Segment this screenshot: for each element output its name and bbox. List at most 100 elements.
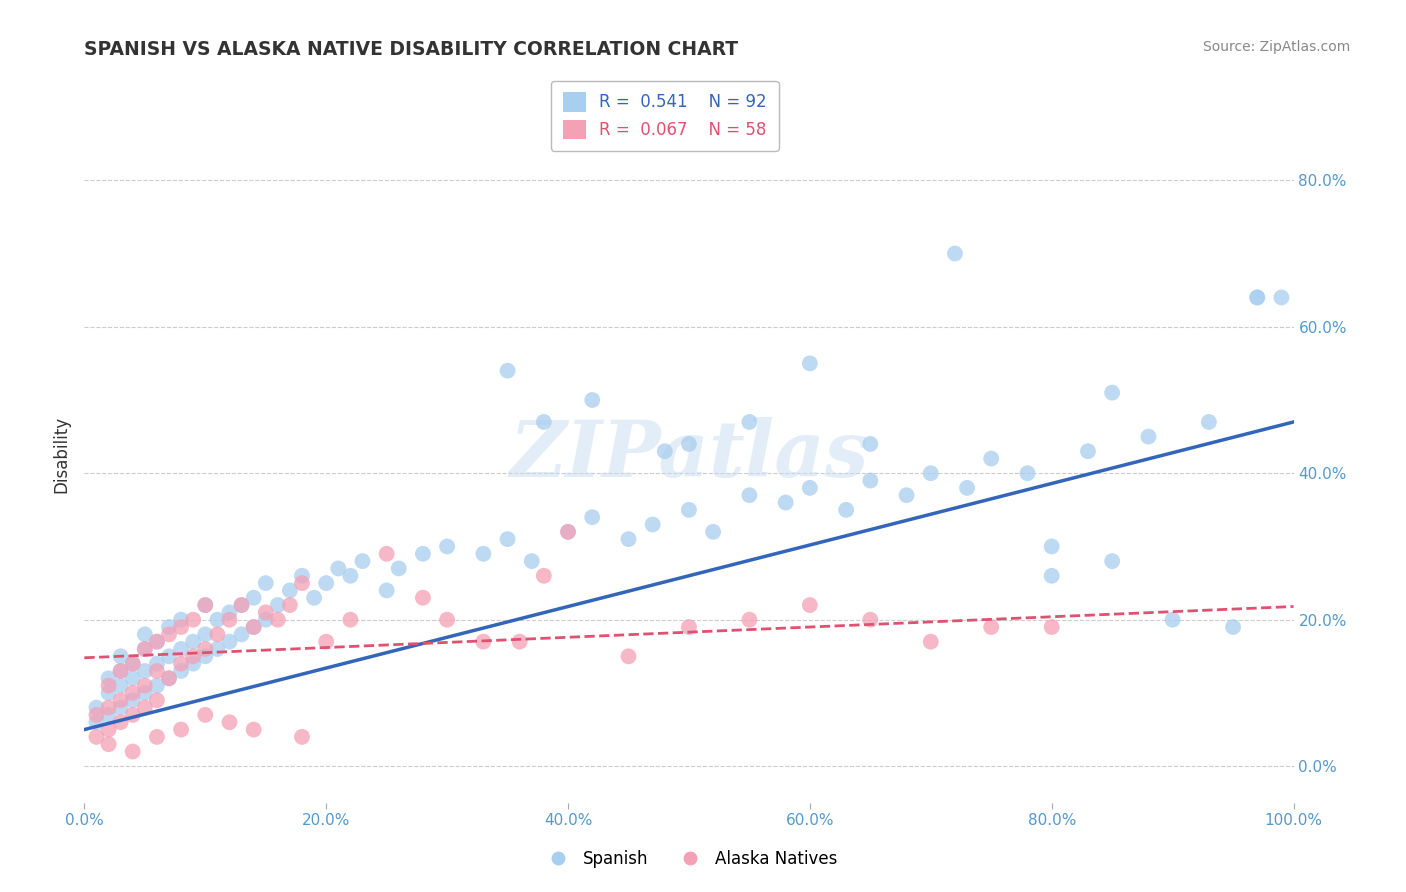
Point [557,524,579,539]
Point [157,627,180,641]
Point [581,392,603,407]
Point [291,568,314,582]
Point [110,664,132,678]
Point [218,634,240,648]
Point [1246,290,1268,304]
Point [859,474,882,488]
Point [533,568,555,582]
Point [1161,613,1184,627]
Point [146,679,169,693]
Point [267,598,290,612]
Point [617,532,640,546]
Point [678,437,700,451]
Legend: Spanish, Alaska Natives: Spanish, Alaska Natives [534,843,844,874]
Point [97,679,120,693]
Point [980,451,1002,466]
Point [352,554,374,568]
Point [581,510,603,524]
Point [194,642,217,657]
Point [86,715,108,730]
Point [181,634,204,648]
Point [315,634,337,648]
Text: ZIPatlas: ZIPatlas [509,417,869,493]
Point [146,693,169,707]
Point [254,576,277,591]
Point [1270,290,1292,304]
Point [375,583,398,598]
Point [207,642,229,657]
Point [956,481,979,495]
Point [1101,554,1123,568]
Point [436,613,458,627]
Point [412,547,434,561]
Point [121,686,143,700]
Point [157,671,180,685]
Point [242,591,264,605]
Point [557,524,579,539]
Point [896,488,918,502]
Point [86,730,108,744]
Point [920,634,942,648]
Point [110,693,132,707]
Point [412,591,434,605]
Point [157,671,180,685]
Point [339,613,361,627]
Point [980,620,1002,634]
Point [472,547,495,561]
Point [920,467,942,481]
Point [170,664,193,678]
Point [194,707,217,722]
Point [859,437,882,451]
Point [121,693,143,707]
Point [775,495,797,509]
Point [121,657,143,671]
Point [146,634,169,648]
Point [97,671,120,685]
Point [181,649,204,664]
Point [1040,568,1063,582]
Point [121,745,143,759]
Point [738,415,761,429]
Text: Source: ZipAtlas.com: Source: ZipAtlas.com [1202,40,1350,54]
Point [86,707,108,722]
Point [134,642,156,657]
Point [496,364,519,378]
Point [121,657,143,671]
Point [97,686,120,700]
Point [134,700,156,714]
Y-axis label: Disability: Disability [52,417,70,493]
Point [97,700,120,714]
Point [86,700,108,714]
Point [134,679,156,693]
Point [436,540,458,554]
Point [799,356,821,370]
Point [242,620,264,634]
Point [134,642,156,657]
Point [194,598,217,612]
Point [134,627,156,641]
Text: SPANISH VS ALASKA NATIVE DISABILITY CORRELATION CHART: SPANISH VS ALASKA NATIVE DISABILITY CORR… [84,40,738,59]
Point [278,583,301,598]
Point [146,664,169,678]
Point [278,598,301,612]
Point [146,730,169,744]
Point [617,649,640,664]
Point [170,723,193,737]
Point [218,613,240,627]
Point [157,620,180,634]
Point [231,627,253,641]
Point [339,568,361,582]
Point [496,532,519,546]
Point [1198,415,1220,429]
Point [375,547,398,561]
Point [1101,385,1123,400]
Point [641,517,664,532]
Point [835,503,858,517]
Point [254,613,277,627]
Point [1040,620,1063,634]
Point [267,613,290,627]
Point [738,613,761,627]
Point [943,246,966,260]
Point [146,634,169,648]
Point [1017,467,1039,481]
